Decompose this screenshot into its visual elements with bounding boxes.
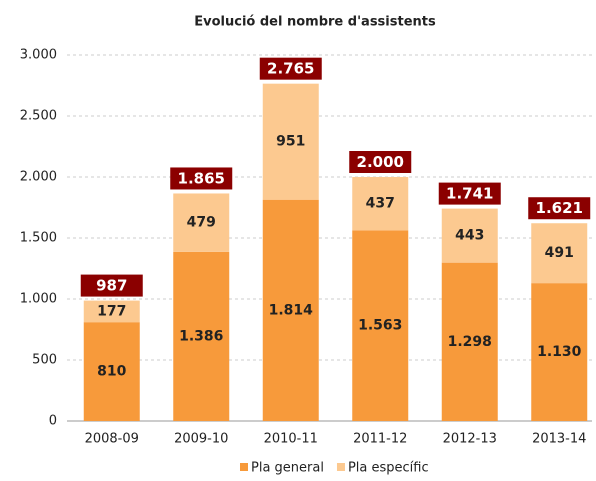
bar-segment [531,223,588,284]
value-label: 810 [97,364,126,380]
bar-segment [83,300,140,323]
value-label: 951 [276,134,305,150]
x-tick-label: 2008-09 [85,432,139,447]
chart-title: Evolució del nombre d'assistents [194,15,436,30]
y-tick-label: 1.500 [20,231,57,246]
bar-segment [441,208,498,263]
total-label: 987 [96,277,127,295]
bar-segment [352,177,409,231]
value-label: 1.298 [448,334,492,350]
total-label: 2.000 [357,153,404,171]
bar-segment [173,193,230,252]
total-box [349,151,412,173]
total-label: 1.741 [446,185,493,203]
bar-segment [83,322,140,421]
y-tick-label: 500 [32,353,57,368]
x-tick-label: 2009-10 [174,432,228,447]
value-label: 1.386 [179,328,223,344]
value-label: 177 [97,303,126,319]
value-label: 1.814 [269,302,314,318]
x-tick-label: 2011-12 [353,432,407,447]
total-box [438,182,501,205]
value-label: 443 [455,228,484,244]
x-tick-label: 2013-14 [532,432,586,447]
y-tick-label: 3.000 [20,48,57,63]
bar-segment [262,199,319,421]
value-label: 491 [545,245,574,261]
y-tick-label: 2.500 [20,109,57,124]
total-label: 1.621 [536,199,583,217]
legend-swatch [240,463,248,471]
bar-segment [262,83,319,200]
bar-segment [441,262,498,421]
legend-label: Pla específic [348,461,429,476]
value-label: 1.563 [358,318,402,334]
bar-segment [531,283,588,421]
bar-segment [352,230,409,421]
x-tick-label: 2012-13 [443,432,497,447]
total-label: 1.865 [178,169,225,187]
legend-label: Pla general [251,461,324,476]
value-label: 437 [366,196,395,212]
total-box [259,57,322,80]
total-box [528,197,591,220]
y-tick-label: 1.000 [20,292,57,307]
bar-segment [173,251,230,421]
legend-swatch [336,463,345,471]
total-box [170,167,233,190]
total-label: 2.765 [267,60,314,78]
total-box [80,274,143,297]
y-tick-label: 0 [49,414,57,429]
value-label: 479 [187,215,216,231]
x-tick-label: 2010-11 [264,432,318,447]
y-tick-label: 2.000 [20,170,57,185]
value-label: 1.130 [537,344,582,360]
